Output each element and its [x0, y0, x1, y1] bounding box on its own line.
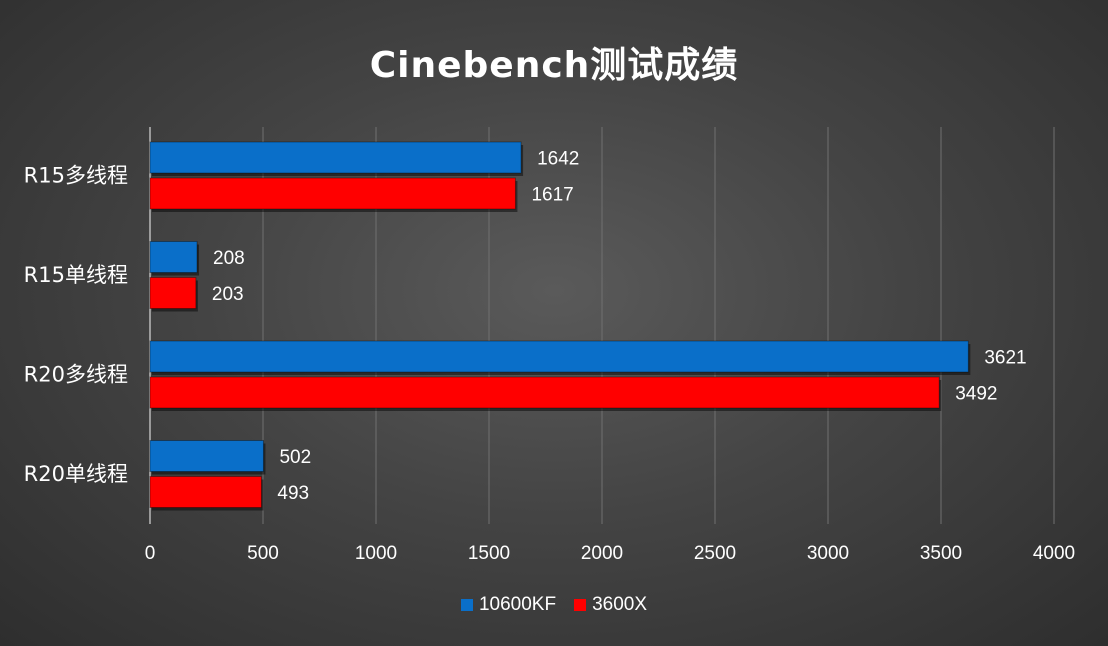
data-label-2-1: 3492: [955, 384, 997, 405]
data-label-3-0: 502: [279, 447, 311, 468]
bar-2-1: [149, 376, 940, 409]
bar-1-1: [149, 277, 197, 309]
data-label-1-1: 203: [212, 284, 244, 305]
x-tick-label-4: 2000: [581, 543, 623, 564]
x-tick-label-8: 4000: [1033, 543, 1075, 564]
x-tick-label-1: 500: [247, 543, 279, 564]
data-label-2-0: 3621: [984, 348, 1026, 369]
x-tick-label-0: 0: [145, 543, 156, 564]
bar-0-0: [149, 141, 522, 174]
data-label-1-0: 208: [213, 248, 245, 269]
legend-item-series-1: 10600KF: [460, 594, 557, 616]
legend-item-series-2: 3600X: [574, 594, 647, 616]
x-tick-label-5: 2500: [694, 543, 736, 564]
bar-2-0: [149, 340, 969, 373]
chart-title: Cinebench测试成绩: [369, 45, 739, 86]
legend-swatch-series-2: [574, 599, 587, 611]
bar-3-0: [149, 440, 264, 472]
x-tick-label-3: 1500: [468, 543, 510, 564]
category-label-3: R20单线程: [24, 462, 128, 486]
data-label-3-1: 493: [277, 483, 309, 504]
bar-3-1: [149, 476, 262, 508]
x-tick-label-2: 1000: [355, 543, 397, 564]
x-tick-label-7: 3500: [920, 543, 962, 564]
data-label-0-1: 1617: [531, 185, 573, 206]
bar-1-0: [149, 241, 198, 273]
category-label-1: R15单线程: [24, 263, 128, 287]
legend-label-series-2: 3600X: [592, 594, 648, 615]
x-tick-label-6: 3000: [807, 543, 849, 564]
legend-swatch-series-1: [460, 599, 473, 611]
category-label-0: R15多线程: [24, 164, 128, 188]
bar-0-1: [149, 177, 516, 210]
legend: 10600KF 3600X: [0, 594, 1108, 616]
legend-label-series-1: 10600KF: [478, 594, 557, 615]
data-label-0-0: 1642: [537, 149, 579, 170]
category-label-2: R20多线程: [24, 363, 128, 387]
